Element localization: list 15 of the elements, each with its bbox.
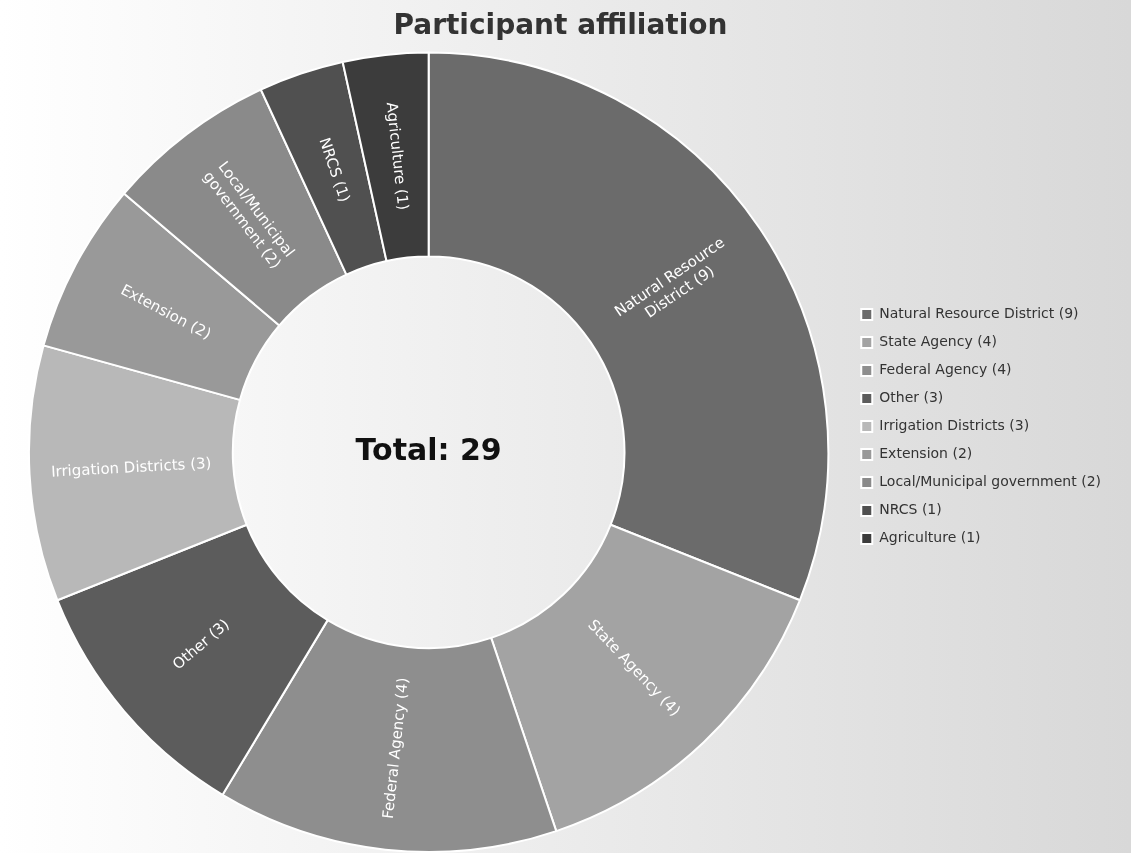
slice-label: Agriculture (1) <box>382 101 413 212</box>
legend-label: Other (3) <box>879 389 944 406</box>
chart-title: Participant affiliation <box>393 8 728 42</box>
legend-label: Federal Agency (4) <box>879 361 1012 378</box>
slice-label: Federal Agency (4) <box>378 676 412 820</box>
legend-label: NRCS (1) <box>879 501 942 518</box>
legend-label: Extension (2) <box>879 445 973 462</box>
slice-label: NRCS (1) <box>315 135 354 205</box>
legend-label: Agriculture (1) <box>879 529 981 546</box>
legend-label: Natural Resource District (9) <box>879 305 1079 322</box>
text: Total: 29 <box>355 432 502 468</box>
slice-label: Irrigation Districts (3) <box>50 453 212 481</box>
legend-label: State Agency (4) <box>879 333 997 350</box>
legend-label: Irrigation Districts (3) <box>879 417 1030 434</box>
legend-label: Local/Municipal government (2) <box>879 473 1102 490</box>
